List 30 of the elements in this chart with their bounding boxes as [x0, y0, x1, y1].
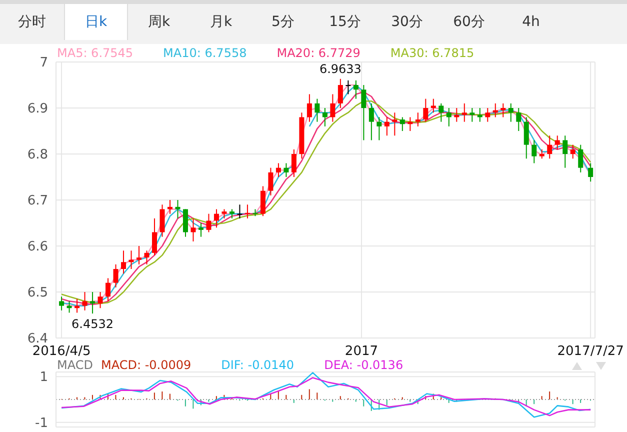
text: 分时: [17, 13, 47, 32]
text: 周k: [146, 13, 172, 32]
text: MA5: 6.7545: [57, 46, 134, 60]
text: MA10: 6.7558: [163, 46, 247, 60]
y-tick-label: 6.8: [27, 148, 48, 163]
y-tick-label: 6.5: [27, 286, 48, 301]
text: 30分: [390, 13, 424, 32]
y-tick-label: 6.6: [27, 240, 48, 255]
text: 4h: [521, 13, 541, 32]
text: 15分: [328, 13, 362, 32]
series-label: MACD: -0.0009: [100, 358, 192, 372]
text: 5分: [270, 13, 296, 32]
y-tick-label: -1: [35, 416, 48, 432]
series-label: DEA: -0.0136: [324, 358, 404, 372]
annotation: 6.4532: [72, 317, 114, 332]
x-tick-label: 2016/4/5: [32, 344, 91, 360]
text: 日k: [64, 4, 128, 40]
y-tick-label: 7: [40, 56, 48, 71]
y-tick-label: 1: [40, 370, 48, 386]
series-label: DIF: -0.0140: [221, 358, 294, 372]
text: MA20: 6.7729: [276, 46, 360, 60]
y-tick-label: 6.7: [27, 194, 48, 209]
text: 月k: [208, 13, 234, 32]
x-tick-label: 2017: [344, 344, 378, 360]
x-tick-label: 2017/7/27: [557, 344, 624, 360]
annotation: 6.9633: [319, 62, 362, 76]
chart-title: MACD: [57, 358, 93, 372]
text: 60分: [452, 13, 486, 32]
text: MA30: 6.7815: [390, 46, 474, 60]
y-tick-label: 6.9: [27, 102, 48, 117]
